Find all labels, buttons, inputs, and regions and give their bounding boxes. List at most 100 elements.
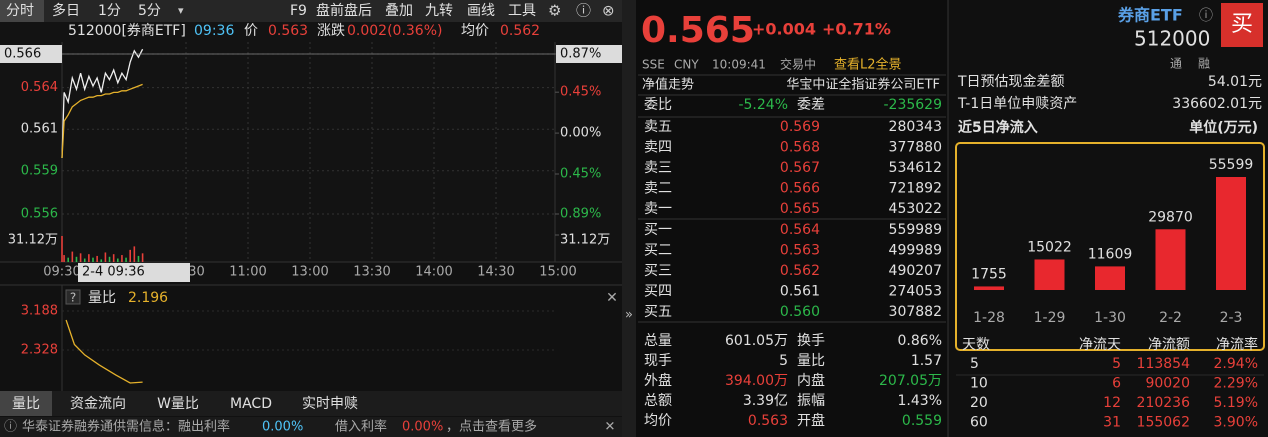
quote-meta: 交易中 [780,57,816,72]
etf-tag: 通 [1170,57,1182,71]
dropdown-icon[interactable]: ▾ [178,4,184,17]
y-tick-label: 0.556 [21,207,58,222]
x-tick-label: 15:00 [539,265,576,280]
cursor-box [0,45,62,63]
book-price: 0.562 [780,263,820,279]
bottom-tab[interactable]: W量比 [157,396,199,412]
table-cell: 31 [1103,415,1121,431]
bottom-tab[interactable]: 量比 [12,396,40,412]
volume-bar [100,259,103,262]
book-volume: 280343 [889,119,942,135]
book-volume: 274053 [889,284,942,300]
volume-bar [88,254,90,262]
stat-label: 换手 [797,332,825,349]
quote-field: 涨跌 [317,23,345,39]
book-volume: 307882 [889,304,942,320]
book-label: 买五 [644,304,672,320]
price-change: +0.004 [752,20,816,39]
chart-unit: 单位(万元) [1189,119,1258,136]
table-cell: 6 [1112,376,1121,392]
book-price: 0.561 [780,284,820,300]
book-volume: 453022 [889,201,942,217]
bottom-tab[interactable]: 资金流向 [70,396,126,412]
volume-bar [75,256,78,262]
ticker-text: ，点击查看更多 [446,419,537,435]
table-cell: 2.29% [1214,376,1258,392]
volume-bar [117,258,119,262]
bottom-tab[interactable]: MACD [230,396,272,412]
table-header: 净流额 [1148,337,1190,353]
volume-bar [67,257,69,262]
table-cell: 5.19% [1214,395,1258,411]
book-price: 0.565 [780,201,820,217]
stat-label: 量比 [797,353,825,369]
highlight-box [955,142,1265,351]
y-tick-label: 31.12万 [8,233,58,248]
volume-bar [112,254,115,262]
toolbar-tool[interactable]: 画线 [467,3,495,19]
help-icon-box[interactable] [65,289,81,305]
settings-icon[interactable]: ⚙ [548,2,561,20]
book-volume: 377880 [889,140,942,156]
x-tick-label: 1-29 [1034,310,1066,326]
y2-tick-label: 0.89% [560,207,601,222]
info-value: 54.01元 [1208,74,1262,90]
book-label: 卖一 [644,201,672,217]
toolbar-tool[interactable]: F9 [290,3,307,19]
book-price: 0.567 [780,160,820,176]
volume-bar [129,249,131,262]
table-cell: 20 [970,395,988,411]
x-tick-label: 14:00 [415,265,452,280]
buy-label[interactable]: 买 [1231,12,1253,37]
close-icon[interactable]: ✕ [605,420,616,435]
y-tick-label: 3.188 [21,303,58,318]
expand-icon[interactable]: » [625,308,633,323]
stat-label: 总额 [644,393,672,409]
etf-name: 券商ETF [1117,6,1183,25]
value-label: 11609 [1088,246,1133,262]
toolbar [0,0,622,22]
stat-value: 5 [779,353,788,369]
nav-label[interactable]: 净值走势 [642,77,694,93]
l2-link[interactable]: 查看L2全景 [834,57,902,73]
help-icon[interactable]: ? [70,291,76,305]
toolbar-tool[interactable]: 工具 [508,3,536,19]
stat-value: 601.05万 [725,333,788,349]
x-tick-label: 13:00 [291,265,328,280]
volume-bar [92,257,94,262]
stat-value: 0.86% [898,333,942,349]
last-price: 0.565 [641,10,755,51]
close-icon[interactable]: ⊗ [602,2,615,20]
price-line [61,48,144,159]
y-tick-label: 0.561 [21,122,58,137]
etf-panel [948,0,1268,437]
divider [622,0,636,437]
book-label: 买二 [644,243,672,259]
info-icon[interactable]: ⓘ [1199,8,1213,24]
quote-field: 512000[券商ETF] [68,23,186,39]
toolbar-tab[interactable]: 多日 [52,2,80,19]
toolbar-tool[interactable]: 盘前盘后 [316,2,372,19]
active-tab [0,0,44,22]
toolbar-tool[interactable]: 九转 [425,3,453,19]
x-tick-label: 1-30 [1094,310,1126,326]
table-cell: 113854 [1137,356,1191,372]
toolbar-tab[interactable]: 1分 [98,3,121,19]
chart-area [0,22,622,262]
table-cell: 155062 [1137,415,1190,431]
toolbar-tool[interactable]: 叠加 [385,3,413,19]
stat-value: 1.43% [898,393,942,409]
quote-meta: SSE [642,58,665,72]
book-volume: 534612 [889,160,942,176]
close-icon[interactable]: ✕ [606,290,618,306]
toolbar-tab[interactable]: 5分 [138,3,161,19]
toolbar-tab[interactable]: 分时 [6,3,34,19]
buy-button[interactable] [1221,3,1263,47]
table-cell: 12 [1103,395,1121,411]
quote-field: 价 [244,23,258,39]
x-tick-label: 14:30 [477,265,514,280]
bottom-tab[interactable]: 实时申赎 [302,395,358,412]
quote-field: 0.002(0.36%) [347,23,442,39]
info-label: T-1日单位申赎资产 [957,95,1077,112]
info-icon[interactable]: ⓘ [576,2,591,20]
